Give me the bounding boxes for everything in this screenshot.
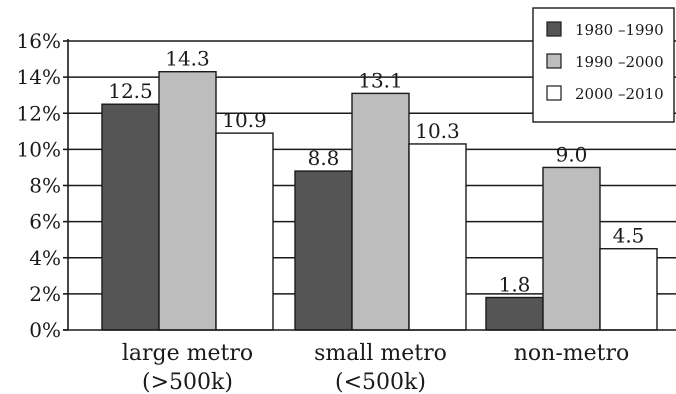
bar-value-label: 12.5 <box>108 79 153 103</box>
x-category-label: non-metro <box>514 341 630 366</box>
bar-value-label: 1.8 <box>499 272 531 296</box>
legend-swatch <box>546 85 562 101</box>
bar <box>101 103 160 331</box>
x-category-label: small metro <box>314 341 447 366</box>
bar <box>599 248 658 331</box>
bar-value-label: 9.0 <box>556 142 588 166</box>
legend-label: 1980 –1990 <box>575 21 664 39</box>
bar <box>294 170 353 331</box>
y-tick-label: 16% <box>17 29 61 53</box>
y-tick-label: 10% <box>17 137 61 161</box>
y-tick-label: 12% <box>17 101 61 125</box>
x-category-sublabel: (<500k) <box>335 370 426 394</box>
y-tick-label: 8% <box>29 174 61 198</box>
labels: 0% 2% 4% 6% 8% 10% 12% 14% 16% 12.5 14.3 10.9 large … <box>17 29 645 394</box>
y-tick-label: 6% <box>29 210 61 234</box>
bars <box>101 71 658 331</box>
y-tick-label: 14% <box>17 65 61 89</box>
legend-label: 2000 –2010 <box>575 85 664 103</box>
bar <box>351 92 410 331</box>
bar <box>408 143 467 331</box>
bar-value-label: 10.3 <box>415 119 460 143</box>
y-tick-label: 4% <box>29 246 61 270</box>
legend-swatch <box>546 21 562 37</box>
bar <box>485 296 544 331</box>
y-tick-label: 0% <box>29 318 61 342</box>
bar-value-label: 4.5 <box>613 224 645 248</box>
bar <box>542 166 601 331</box>
bar-value-label: 13.1 <box>358 68 403 92</box>
bar-value-label: 10.9 <box>222 108 267 132</box>
axes <box>63 39 676 331</box>
bar-value-label: 14.3 <box>165 47 210 71</box>
legend-label: 1990 –2000 <box>575 53 664 71</box>
bar <box>158 71 217 331</box>
legend: 1980 –1990 1990 –2000 2000 –2010 <box>532 7 675 123</box>
x-category-sublabel: (>500k) <box>142 370 233 394</box>
bar-value-label: 8.8 <box>308 146 340 170</box>
x-category-label: large metro <box>122 341 253 366</box>
bar <box>215 132 274 331</box>
legend-swatch <box>546 53 562 69</box>
y-tick-label: 2% <box>29 282 61 306</box>
